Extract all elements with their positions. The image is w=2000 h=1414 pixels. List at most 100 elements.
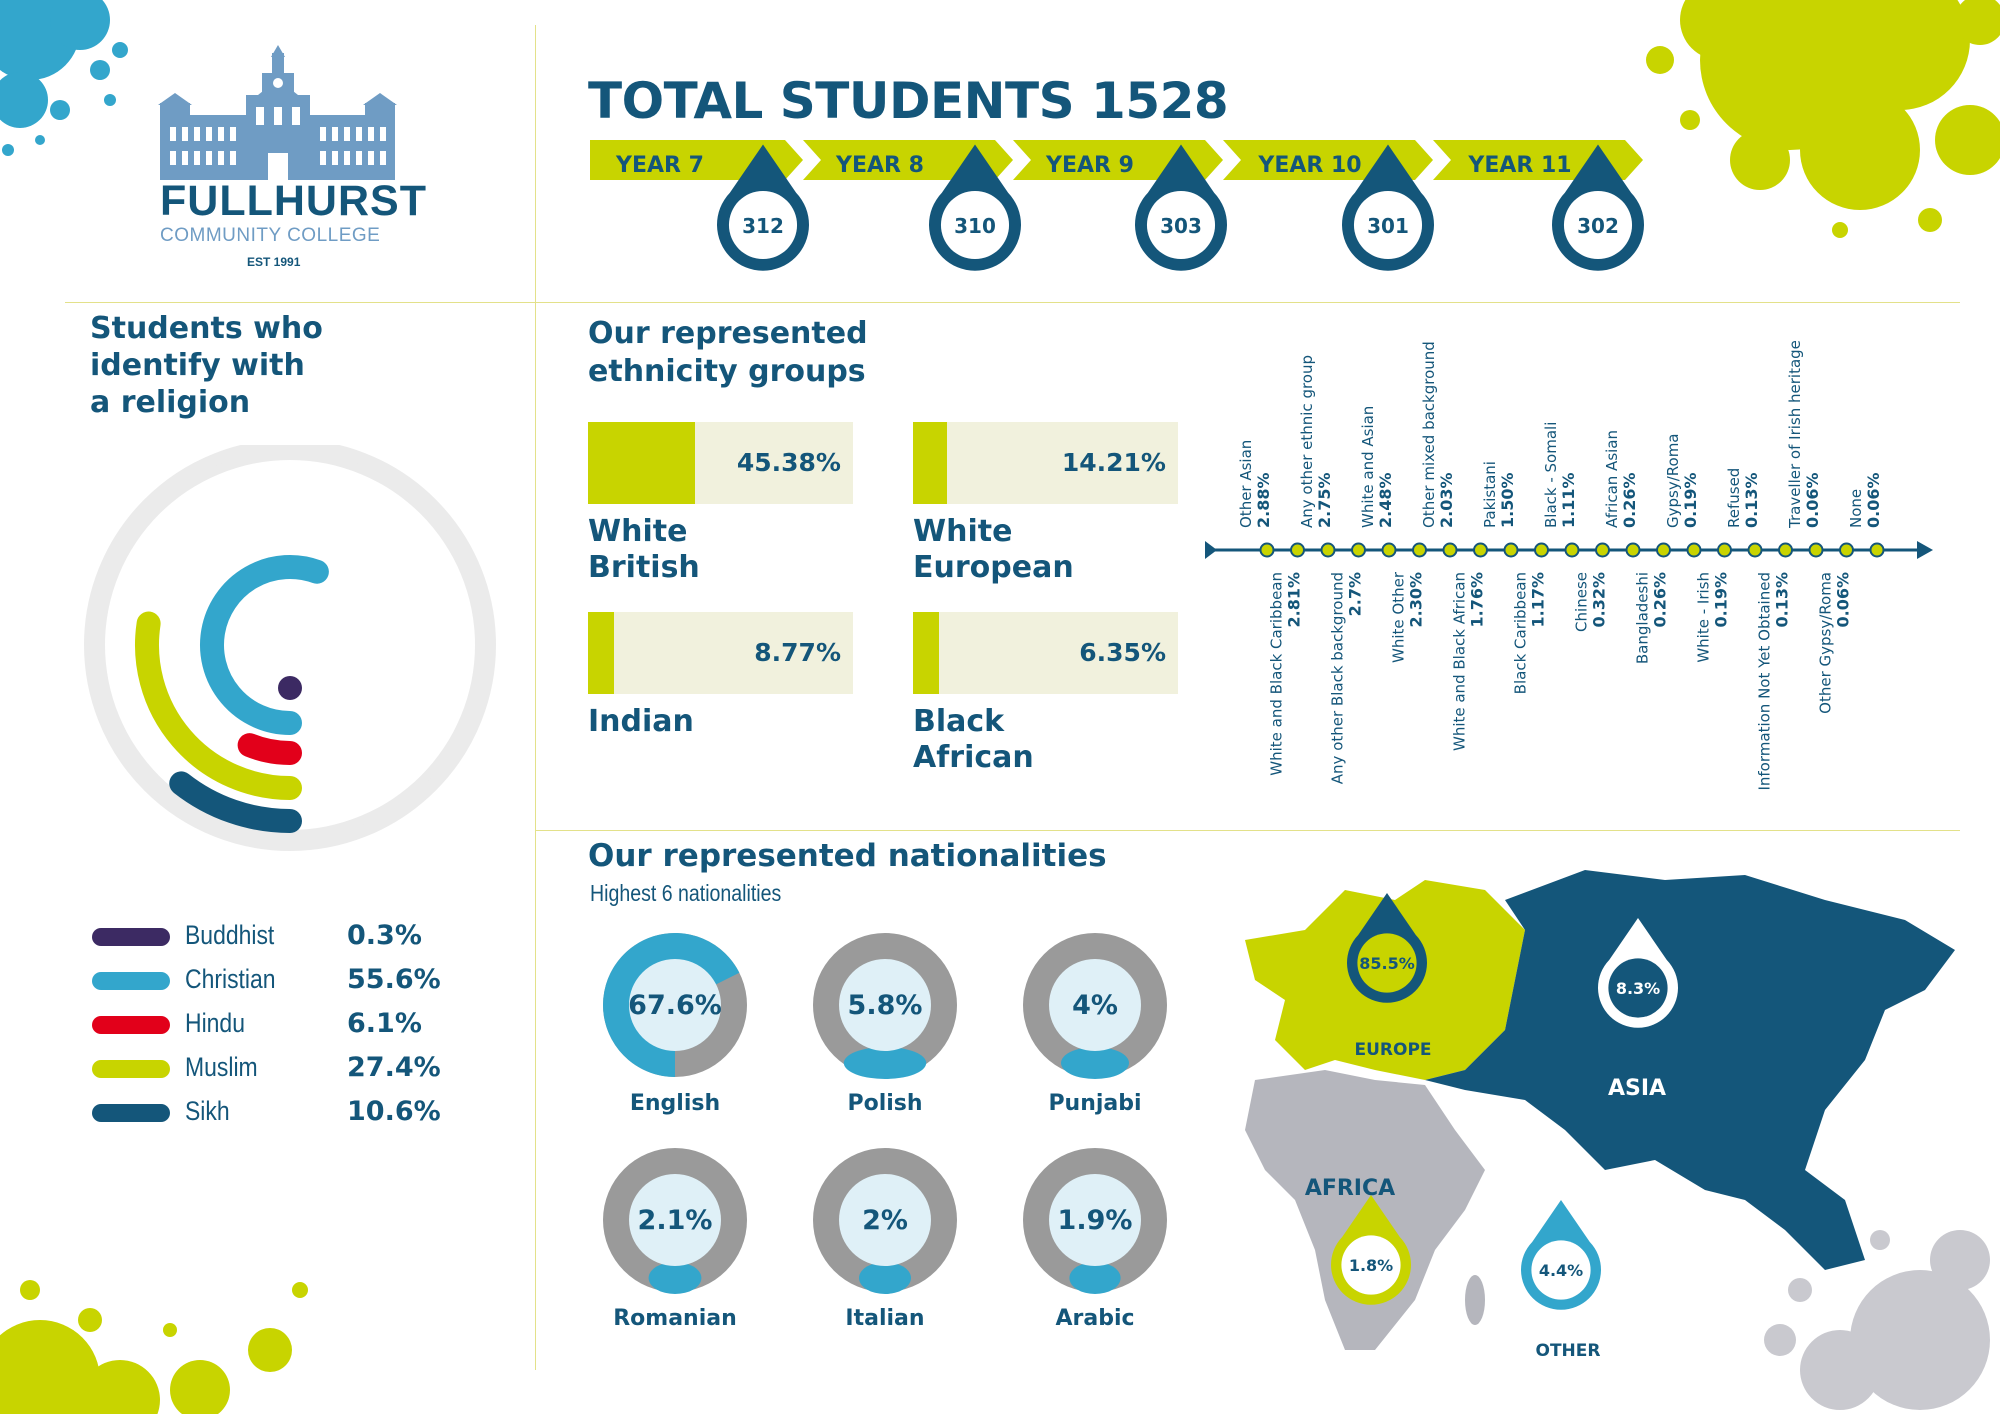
timeline-label-below: White and Black African 1.76% [1451,572,1487,751]
timeline-dot [1839,542,1854,558]
nationalities-grid: 67.6% English 5.8% Polish 4% Punjabi 2.1% Roman… [585,920,1225,1340]
religion-legend-label: Hindu [185,1008,245,1038]
timeline-label-below: Any other Black background 2.7% [1329,572,1365,784]
nationality-label: Arabic [1055,1306,1134,1331]
nationality-donut: 4% Punjabi [1023,933,1167,1116]
timeline-dot [1534,542,1549,558]
year-pin-inner [1563,190,1633,260]
religion-arc [237,733,302,765]
ethnicity-group: 6.35% Black African [913,612,1178,802]
religion-legend-label: Sikh [185,1096,230,1126]
map-pin-value: 85.5% [1359,954,1415,973]
ethnicity-group-label-line: White [588,514,688,549]
donut-hole [629,959,721,1051]
timeline-name: Gypsy/Roma [1664,434,1682,529]
year-label: YEAR 8 [835,153,924,178]
timeline-dot [1351,542,1366,558]
timeline-name: African Asian [1603,430,1621,528]
timeline-label-above: Traveller of Irish heritage 0.06% [1786,340,1822,529]
timeline-label-below: White and Black Caribbean 2.81% [1268,572,1304,776]
nationality-value: 5.8% [848,990,923,1021]
timeline-name: Any other Black background [1329,572,1347,784]
map-pin-other-inner [1531,1240,1591,1300]
timeline-value: 0.13% [1773,572,1792,628]
map-pin-asia [1598,918,1678,1028]
donut-fill [648,1262,702,1294]
timeline-label-below: Chinese 0.32% [1573,572,1609,632]
donut-fill [859,1262,911,1294]
donut-fill [1061,1047,1129,1079]
timeline-label-below: Other Gypsy/Roma 0.06% [1817,572,1853,714]
ethnicity-group-label: Indian [588,704,694,740]
timeline-value: 2.7% [1346,572,1365,616]
timeline-name: Other Asian [1237,440,1255,528]
nationality-donut: 2% Italian [813,1148,957,1331]
timeline-dot [1778,542,1793,558]
religion-ring-gap [105,460,475,830]
religion-legend-value: 55.6% [347,964,441,995]
decoration-splatter-top-left [0,0,128,156]
map-madagascar [1465,1275,1485,1325]
timeline-value: 1.50% [1498,472,1517,528]
timeline-label-below: Black Caribbean 1.17% [1512,572,1548,694]
logo-subtitle: COMMUNITY COLLEGE [160,225,381,246]
timeline-value: 0.13% [1742,472,1761,528]
timeline-label-above: Black - Somali 1.11% [1542,422,1578,528]
ethnicity-bar-fill [913,612,939,694]
logo-building-icon [158,45,397,180]
ethnicity-timeline: Other Asian 2.88% Any other ethnic group 2.… [1205,340,1933,791]
timeline-label-below: Information Not Yet Obtained 0.13% [1756,572,1792,791]
timeline-name: White and Black African [1451,572,1469,751]
map-region-label: EUROPE [1354,1040,1431,1060]
religion-arc [200,555,329,735]
timeline-label-above: Any other ethnic group 2.75% [1298,355,1334,528]
total-students-title: TOTAL STUDENTS 1528 [588,72,1229,130]
timeline-name: Traveller of Irish heritage [1786,340,1804,529]
religion-legend-label: Buddhist [185,920,275,950]
year-label: YEAR 9 [1045,153,1134,178]
timeline-label-above: Other mixed background 2.03% [1420,341,1456,528]
year-pin-inner [1353,190,1423,260]
nationality-label: Italian [845,1306,924,1331]
ethnicity-bar-value: 14.21% [1061,448,1166,477]
year-pin [1552,144,1644,271]
ethnicity-group-label-line: African [913,740,1034,775]
ethnicity-group: 8.77% Indian [588,612,853,802]
nationality-label: Punjabi [1048,1091,1141,1116]
logo-name: FULLHURST [160,177,427,225]
timeline-name: Pakistani [1481,461,1499,528]
timeline-name: Black - Somali [1542,422,1560,528]
nationalities-title: Our represented nationalities [588,838,1107,874]
ethnicity-bar-bg [913,422,1178,504]
timeline-label-above: None 0.06% [1847,472,1883,528]
timeline-value: 1.76% [1468,572,1487,628]
year-pin [1135,144,1227,271]
timeline-dot [1808,542,1824,558]
year-pin [1342,144,1434,271]
year-value: 310 [954,214,996,238]
religion-legend-item: Buddhist 0.3% [92,918,472,958]
timeline-label-above: Other Asian 2.88% [1237,440,1273,528]
timeline-name: White and Black Caribbean [1268,572,1286,776]
timeline-value: 0.06% [1803,472,1822,528]
timeline-name: White and Asian [1359,406,1377,528]
donut-hole [1049,959,1141,1051]
nationality-donut: 67.6% English [603,933,747,1116]
nationality-label: Polish [847,1091,922,1116]
donut-fill [1069,1262,1121,1294]
year-pin-inner [728,190,798,260]
year-pin-inner [1146,190,1216,260]
timeline-dot [1595,542,1610,558]
timeline-dot [1320,542,1336,558]
timeline-label-above: Refused 0.13% [1725,468,1761,528]
ethnicity-group-label: White British [588,514,700,586]
ethnicity-group-label: White European [913,514,1074,586]
religion-ring-outer [84,445,496,851]
map-pin-africa [1331,1195,1411,1305]
year-value: 301 [1367,214,1409,238]
timeline-dot [1869,542,1885,558]
nationality-donut: 5.8% Polish [813,933,957,1116]
religion-legend-item: Muslim 27.4% [92,1050,472,1090]
ethnicity-group: 14.21% White European [913,422,1178,612]
ethnicity-bar-bg [913,612,1178,694]
